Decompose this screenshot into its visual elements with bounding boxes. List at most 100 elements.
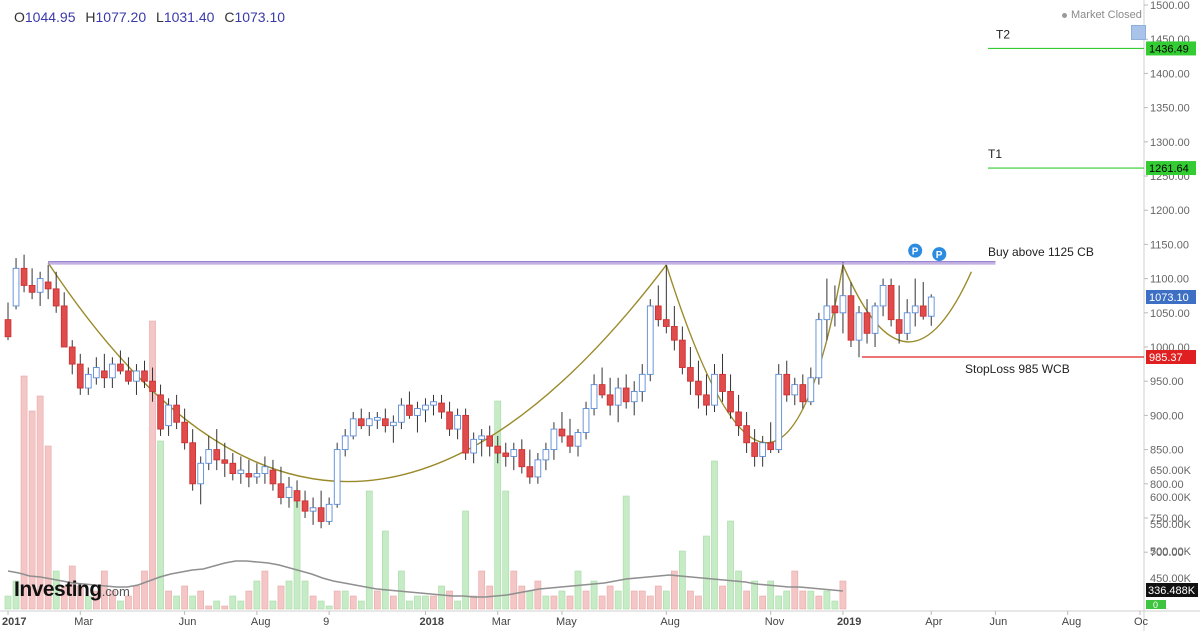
- scale-toggle-icon[interactable]: [1131, 25, 1146, 40]
- volume-bar: [301, 580, 309, 610]
- low-label: L: [156, 9, 164, 25]
- volume-bar: [606, 585, 614, 610]
- price-tick-label: 750.00: [1150, 513, 1184, 525]
- volume-bar: [791, 570, 799, 610]
- volume-bar: [277, 585, 285, 610]
- market-status-text: Market Closed: [1071, 9, 1142, 21]
- volume-bar: [325, 605, 333, 610]
- candle-body: [927, 296, 935, 317]
- candle-body: [654, 305, 662, 321]
- volume-bar: [671, 570, 678, 610]
- candle-body: [269, 469, 277, 485]
- investing-logo: Investing.com: [14, 578, 130, 602]
- price-tick-label: 1300.00: [1150, 137, 1190, 149]
- volume-current-tag-text: 336.488K: [1148, 585, 1196, 597]
- open-label: O: [14, 9, 25, 25]
- price-tick-label: 900.00: [1150, 410, 1184, 422]
- candle-body: [414, 408, 421, 416]
- handle-curve: [842, 264, 973, 343]
- volume-bar: [261, 570, 269, 610]
- volume-bar: [101, 570, 108, 610]
- candle-body: [36, 278, 44, 293]
- cup-curve-1: [47, 262, 667, 483]
- candle-body: [133, 370, 140, 382]
- volume-bar: [349, 595, 357, 610]
- target-line-t2-tag: [1146, 41, 1196, 56]
- target-line-t1-tag: [1146, 161, 1196, 176]
- stoploss-tag: [1146, 350, 1196, 365]
- volume-bar: [550, 595, 558, 610]
- volume-bar: [542, 595, 550, 610]
- candle-body: [101, 370, 108, 379]
- volume-bar: [173, 595, 180, 610]
- candle-body: [598, 384, 606, 396]
- candle-body: [911, 305, 919, 314]
- high-label: H: [85, 9, 96, 25]
- candle-body: [879, 284, 887, 307]
- candle-body: [365, 418, 373, 427]
- volume-bar: [695, 595, 702, 610]
- volume-bar: [4, 595, 12, 610]
- volume-bar: [574, 570, 582, 610]
- candle-body: [823, 305, 831, 321]
- candle-body: [52, 288, 60, 307]
- candle-body: [791, 384, 799, 396]
- candle-body: [735, 411, 742, 427]
- volume-bar: [438, 585, 445, 610]
- price-tick-label: 1200.00: [1150, 205, 1190, 217]
- volume-bar: [341, 590, 349, 610]
- candle-body: [526, 466, 534, 478]
- volume-bar: [622, 495, 630, 610]
- candle-body: [743, 425, 750, 444]
- candle-body: [462, 414, 469, 454]
- volume-bar: [470, 595, 477, 610]
- candle-body: [574, 432, 582, 447]
- volume-bar: [646, 595, 654, 610]
- volume-tick-label: 600.00K: [1150, 492, 1192, 504]
- volume-zero-tag: [1146, 600, 1166, 609]
- candle-body: [325, 503, 333, 522]
- volume-bar: [141, 570, 148, 610]
- time-tick-label: May: [556, 616, 577, 628]
- volume-bar: [229, 595, 237, 610]
- volume-bar: [285, 580, 293, 610]
- high-value: 1077.20: [95, 9, 147, 25]
- volume-bar: [117, 600, 124, 610]
- volume-bar: [735, 570, 742, 610]
- candle-body: [542, 449, 550, 461]
- time-tick-label: Aug: [1062, 616, 1082, 628]
- volume-bar: [109, 590, 116, 610]
- price-tick-label: 1050.00: [1150, 308, 1190, 320]
- volume-bar: [221, 605, 229, 610]
- volume-bar: [36, 395, 44, 610]
- candle-body: [759, 442, 767, 457]
- candle-body: [197, 462, 205, 485]
- candle-body: [117, 363, 124, 372]
- ohlc-readout: O1044.95 H1077.20 L1031.40 C1073.10: [8, 9, 285, 25]
- candle-body: [181, 421, 188, 444]
- candle-body: [903, 312, 911, 334]
- volume-bar: [662, 590, 670, 610]
- candle-body: [783, 373, 791, 396]
- candle-body: [558, 428, 566, 437]
- candle-body: [646, 305, 654, 375]
- volume-bar: [775, 595, 783, 610]
- volume-bar: [245, 590, 253, 610]
- volume-bar: [558, 590, 566, 610]
- candle-body: [847, 295, 855, 341]
- candle-body: [438, 402, 445, 413]
- volume-zero-tag-text: 0: [1153, 600, 1158, 610]
- logo-brand: Investing: [14, 578, 102, 601]
- volume-bar: [502, 490, 510, 610]
- volume-bar: [446, 590, 453, 610]
- candle-body: [205, 449, 213, 464]
- candle-body: [149, 380, 156, 392]
- candle-body: [84, 373, 92, 389]
- volume-bar: [703, 535, 710, 610]
- last-price-tag: [1146, 289, 1196, 304]
- candle-body: [301, 500, 309, 512]
- volume-bar: [414, 595, 421, 610]
- pivot-marker-label: P: [912, 247, 919, 258]
